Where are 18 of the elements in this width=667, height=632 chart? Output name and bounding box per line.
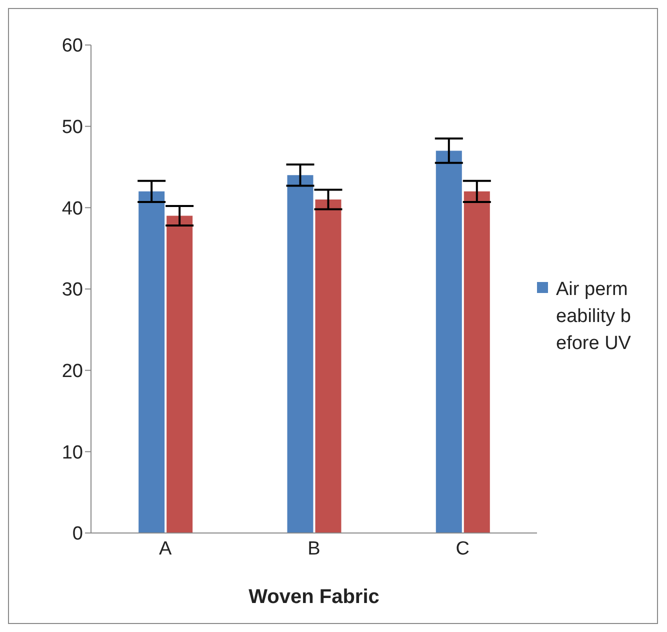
- y-tick-label: 60: [62, 36, 83, 57]
- bar: [315, 200, 342, 533]
- x-axis-title: Woven Fabric: [248, 586, 380, 608]
- bar: [287, 175, 314, 533]
- y-tick-label: 30: [62, 280, 83, 301]
- x-tick-label: C: [456, 538, 470, 560]
- y-tick-label: 0: [72, 524, 83, 545]
- x-tick-label: B: [308, 538, 320, 560]
- bar: [166, 216, 193, 533]
- y-tick-label: 40: [62, 198, 83, 220]
- bar: [138, 191, 165, 533]
- y-tick-label: 20: [62, 361, 83, 382]
- bar: [436, 150, 462, 533]
- y-tick-label: 10: [62, 442, 83, 464]
- legend-label: Air permeability before UV: [556, 278, 632, 356]
- y-tick-label: 50: [62, 117, 83, 138]
- bar: [464, 191, 490, 533]
- x-tick-label: A: [158, 538, 172, 560]
